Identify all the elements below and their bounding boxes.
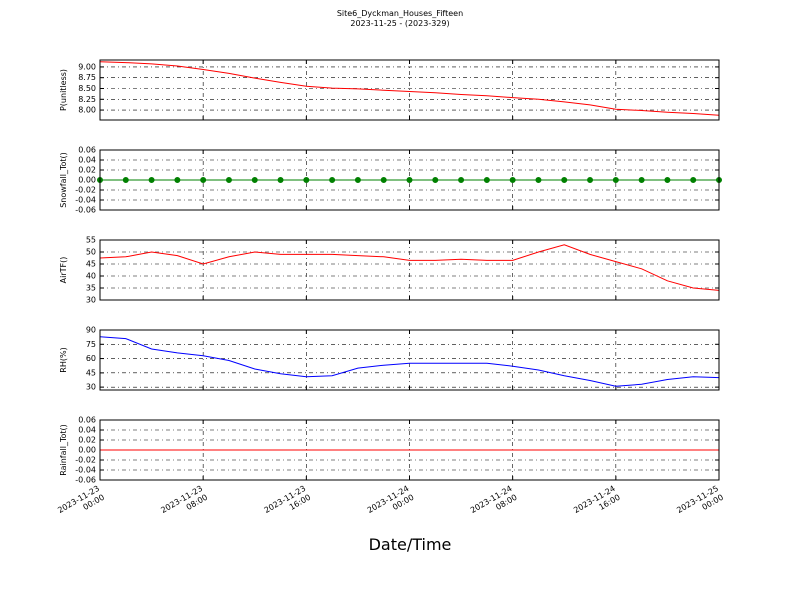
plot-frame: [99, 419, 720, 481]
x-tick-label: 2023-11-2416:00: [572, 484, 622, 524]
data-point: [148, 177, 155, 183]
data-point: [638, 177, 645, 183]
chart-title: Site6_Dyckman_Houses_Fifteen: [337, 9, 463, 18]
data-point: [277, 177, 284, 183]
y-tick-label: 9.00: [78, 62, 96, 71]
x-tick-label: 2023-11-2400:00: [366, 484, 416, 524]
y-tick-label: -0.06: [75, 206, 96, 215]
data-point: [612, 177, 619, 183]
y-tick-label: -0.02: [75, 456, 96, 465]
x-tick-group: 2023-11-2316:00: [263, 484, 313, 524]
chart-subtitle: 2023-11-25 - (2023-329): [350, 19, 449, 28]
y-tick-label: 90: [86, 326, 96, 335]
y-tick-label: 0.02: [78, 166, 96, 175]
y-tick-label: 8.75: [78, 73, 96, 82]
data-point: [458, 177, 465, 183]
plot-frame: [99, 329, 720, 391]
y-tick-label: 30: [86, 296, 96, 305]
data-point: [122, 177, 129, 183]
data-point: [432, 177, 439, 183]
y-tick-label: 45: [86, 260, 96, 269]
y-tick-label: 50: [86, 248, 96, 257]
x-tick-group: 2023-11-2408:00: [469, 484, 519, 524]
y-tick-label: -0.04: [75, 196, 96, 205]
data-point: [354, 177, 361, 183]
x-tick-group: 2023-11-2308:00: [159, 484, 209, 524]
data-line: [99, 244, 720, 291]
y-tick-label: -0.02: [75, 186, 96, 195]
plot-frame: [99, 149, 720, 211]
data-point: [251, 177, 258, 183]
data-point: [561, 177, 568, 183]
x-tick-label: 2023-11-2300:00: [56, 484, 106, 524]
y-tick-label: 55: [86, 236, 96, 245]
x-tick-label: 2023-11-2316:00: [263, 484, 313, 524]
y-tick-label: 0.06: [78, 146, 96, 155]
y-axis-label: P(unitless): [59, 69, 68, 111]
x-tick-group: 2023-11-2500:00: [675, 484, 725, 524]
x-tick-group: 2023-11-2400:00: [366, 484, 416, 524]
data-line: [99, 61, 720, 116]
x-tick-label: 2023-11-2308:00: [159, 484, 209, 524]
data-point: [380, 177, 387, 183]
data-point: [664, 177, 671, 183]
x-tick-label: 2023-11-2500:00: [675, 484, 725, 524]
y-axis-label: Rainfall_Tot(): [59, 424, 68, 476]
x-axis-label: Date/Time: [369, 535, 452, 554]
y-axis-label: AirTF(): [59, 257, 68, 284]
data-point: [509, 177, 516, 183]
data-point: [587, 177, 594, 183]
y-tick-label: 8.25: [78, 95, 96, 104]
data-point: [483, 177, 490, 183]
plot-frame: [99, 239, 720, 301]
y-tick-label: 0.00: [78, 176, 96, 185]
y-tick-label: 0.06: [78, 416, 96, 425]
data-point: [535, 177, 542, 183]
x-tick-group: 2023-11-2300:00: [56, 484, 106, 524]
y-tick-label: 30: [86, 383, 96, 392]
y-tick-label: 40: [86, 272, 96, 281]
data-point: [329, 177, 336, 183]
data-point: [690, 177, 697, 183]
y-axis-label: RH(%): [59, 347, 68, 372]
plot-frame: [99, 59, 720, 121]
y-tick-label: 0.04: [78, 426, 96, 435]
y-tick-label: 8.00: [78, 106, 96, 115]
data-line: [99, 336, 720, 387]
y-tick-label: 35: [86, 284, 96, 293]
y-tick-label: -0.06: [75, 476, 96, 485]
y-axis-label: Snowfall_Tot(): [59, 152, 68, 208]
data-point: [406, 177, 413, 183]
y-tick-label: 60: [86, 354, 96, 363]
y-tick-label: 8.50: [78, 84, 96, 93]
data-point: [303, 177, 310, 183]
y-tick-label: 45: [86, 368, 96, 377]
x-tick-label: 2023-11-2408:00: [469, 484, 519, 524]
x-tick-group: 2023-11-2416:00: [572, 484, 622, 524]
y-tick-label: -0.04: [75, 466, 96, 475]
y-tick-label: 0.04: [78, 156, 96, 165]
y-tick-label: 0.02: [78, 436, 96, 445]
data-point: [225, 177, 232, 183]
data-point: [174, 177, 181, 183]
y-tick-label: 75: [86, 340, 96, 349]
data-point: [200, 177, 207, 183]
y-tick-label: 0.00: [78, 446, 96, 455]
